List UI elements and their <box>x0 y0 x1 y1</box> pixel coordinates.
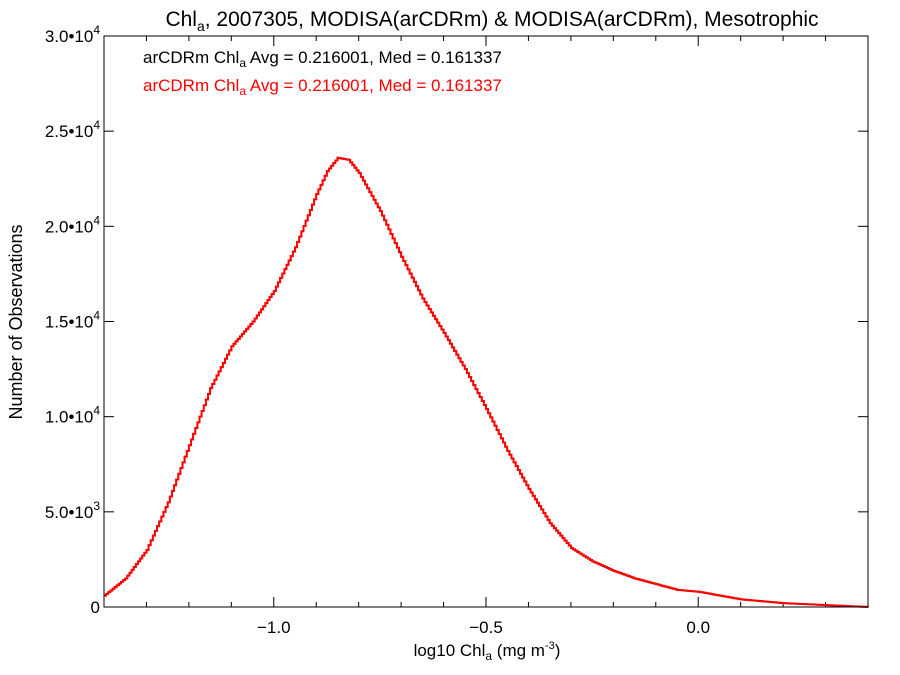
x-tick-label: −1.0 <box>257 618 291 637</box>
plot-frame <box>103 35 869 608</box>
annotation-red: arCDRm Chla Avg = 0.216001, Med = 0.1613… <box>143 76 502 98</box>
annotation-black-pre: arCDRm Chl <box>143 48 239 67</box>
series-layer <box>104 156 869 608</box>
annotation-black: arCDRm Chla Avg = 0.216001, Med = 0.1613… <box>143 48 502 70</box>
y-axis-ticks: 05.0•1031.0•1041.5•1042.0•1042.5•1043.0•… <box>45 23 868 617</box>
xlabel-end: ) <box>555 641 561 660</box>
title-pre: Chl <box>165 8 197 31</box>
x-tick-label: −0.5 <box>469 618 503 637</box>
y-tick-label: 0 <box>91 598 100 617</box>
xlabel-pre: log10 Chl <box>414 641 486 660</box>
y-tick-exponent: 4 <box>93 23 100 37</box>
y-tick-exponent: 3 <box>93 499 100 513</box>
xlabel-unit: (mg m <box>492 641 545 660</box>
x-tick-label: 0.0 <box>686 618 710 637</box>
y-tick-mantissa: 2.5•10 <box>45 122 94 141</box>
y-tick-mantissa: 5.0•10 <box>45 503 94 522</box>
annotation-red-pre: arCDRm Chl <box>143 76 239 95</box>
y-tick-exponent: 4 <box>93 404 100 418</box>
histogram-series-black <box>104 157 869 608</box>
annotation-red-post: Avg = 0.216001, Med = 0.161337 <box>246 76 502 95</box>
y-tick-label: 5.0•103 <box>45 499 101 522</box>
y-axis-label: Number of Observations <box>6 224 26 419</box>
xlabel-superscript: -3 <box>545 640 555 652</box>
y-tick-label: 1.0•104 <box>45 404 101 427</box>
chart-title: Chla, 2007305, MODISA(arCDRm) & MODISA(a… <box>165 8 818 34</box>
y-tick-label: 2.0•104 <box>45 213 101 236</box>
y-tick-exponent: 4 <box>93 309 100 323</box>
y-tick-exponent: 4 <box>93 213 100 227</box>
y-tick-exponent: 4 <box>93 118 100 132</box>
title-post: , 2007305, MODISA(arCDRm) & MODISA(arCDR… <box>205 8 819 31</box>
histogram-series-red <box>104 156 869 608</box>
annotation-black-sub: a <box>239 56 246 70</box>
y-tick-mantissa: 1.5•10 <box>45 313 94 332</box>
x-axis-label: log10 Chla (mg m-3) <box>414 640 561 663</box>
annotation-black-post: Avg = 0.216001, Med = 0.161337 <box>246 48 502 67</box>
y-tick-label: 3.0•104 <box>45 23 101 46</box>
y-tick-label: 2.5•104 <box>45 118 101 141</box>
annotation-red-sub: a <box>239 84 246 98</box>
y-tick-mantissa: 2.0•10 <box>45 217 94 236</box>
y-tick-mantissa: 1.0•10 <box>45 408 94 427</box>
xlabel-subscript: a <box>485 649 492 663</box>
y-tick-label: 1.5•104 <box>45 309 101 332</box>
title-subscript: a <box>197 18 205 34</box>
x-axis-ticks: −1.0 −0.5 0.0 <box>145 36 827 637</box>
y-tick-mantissa: 3.0•10 <box>45 27 94 46</box>
